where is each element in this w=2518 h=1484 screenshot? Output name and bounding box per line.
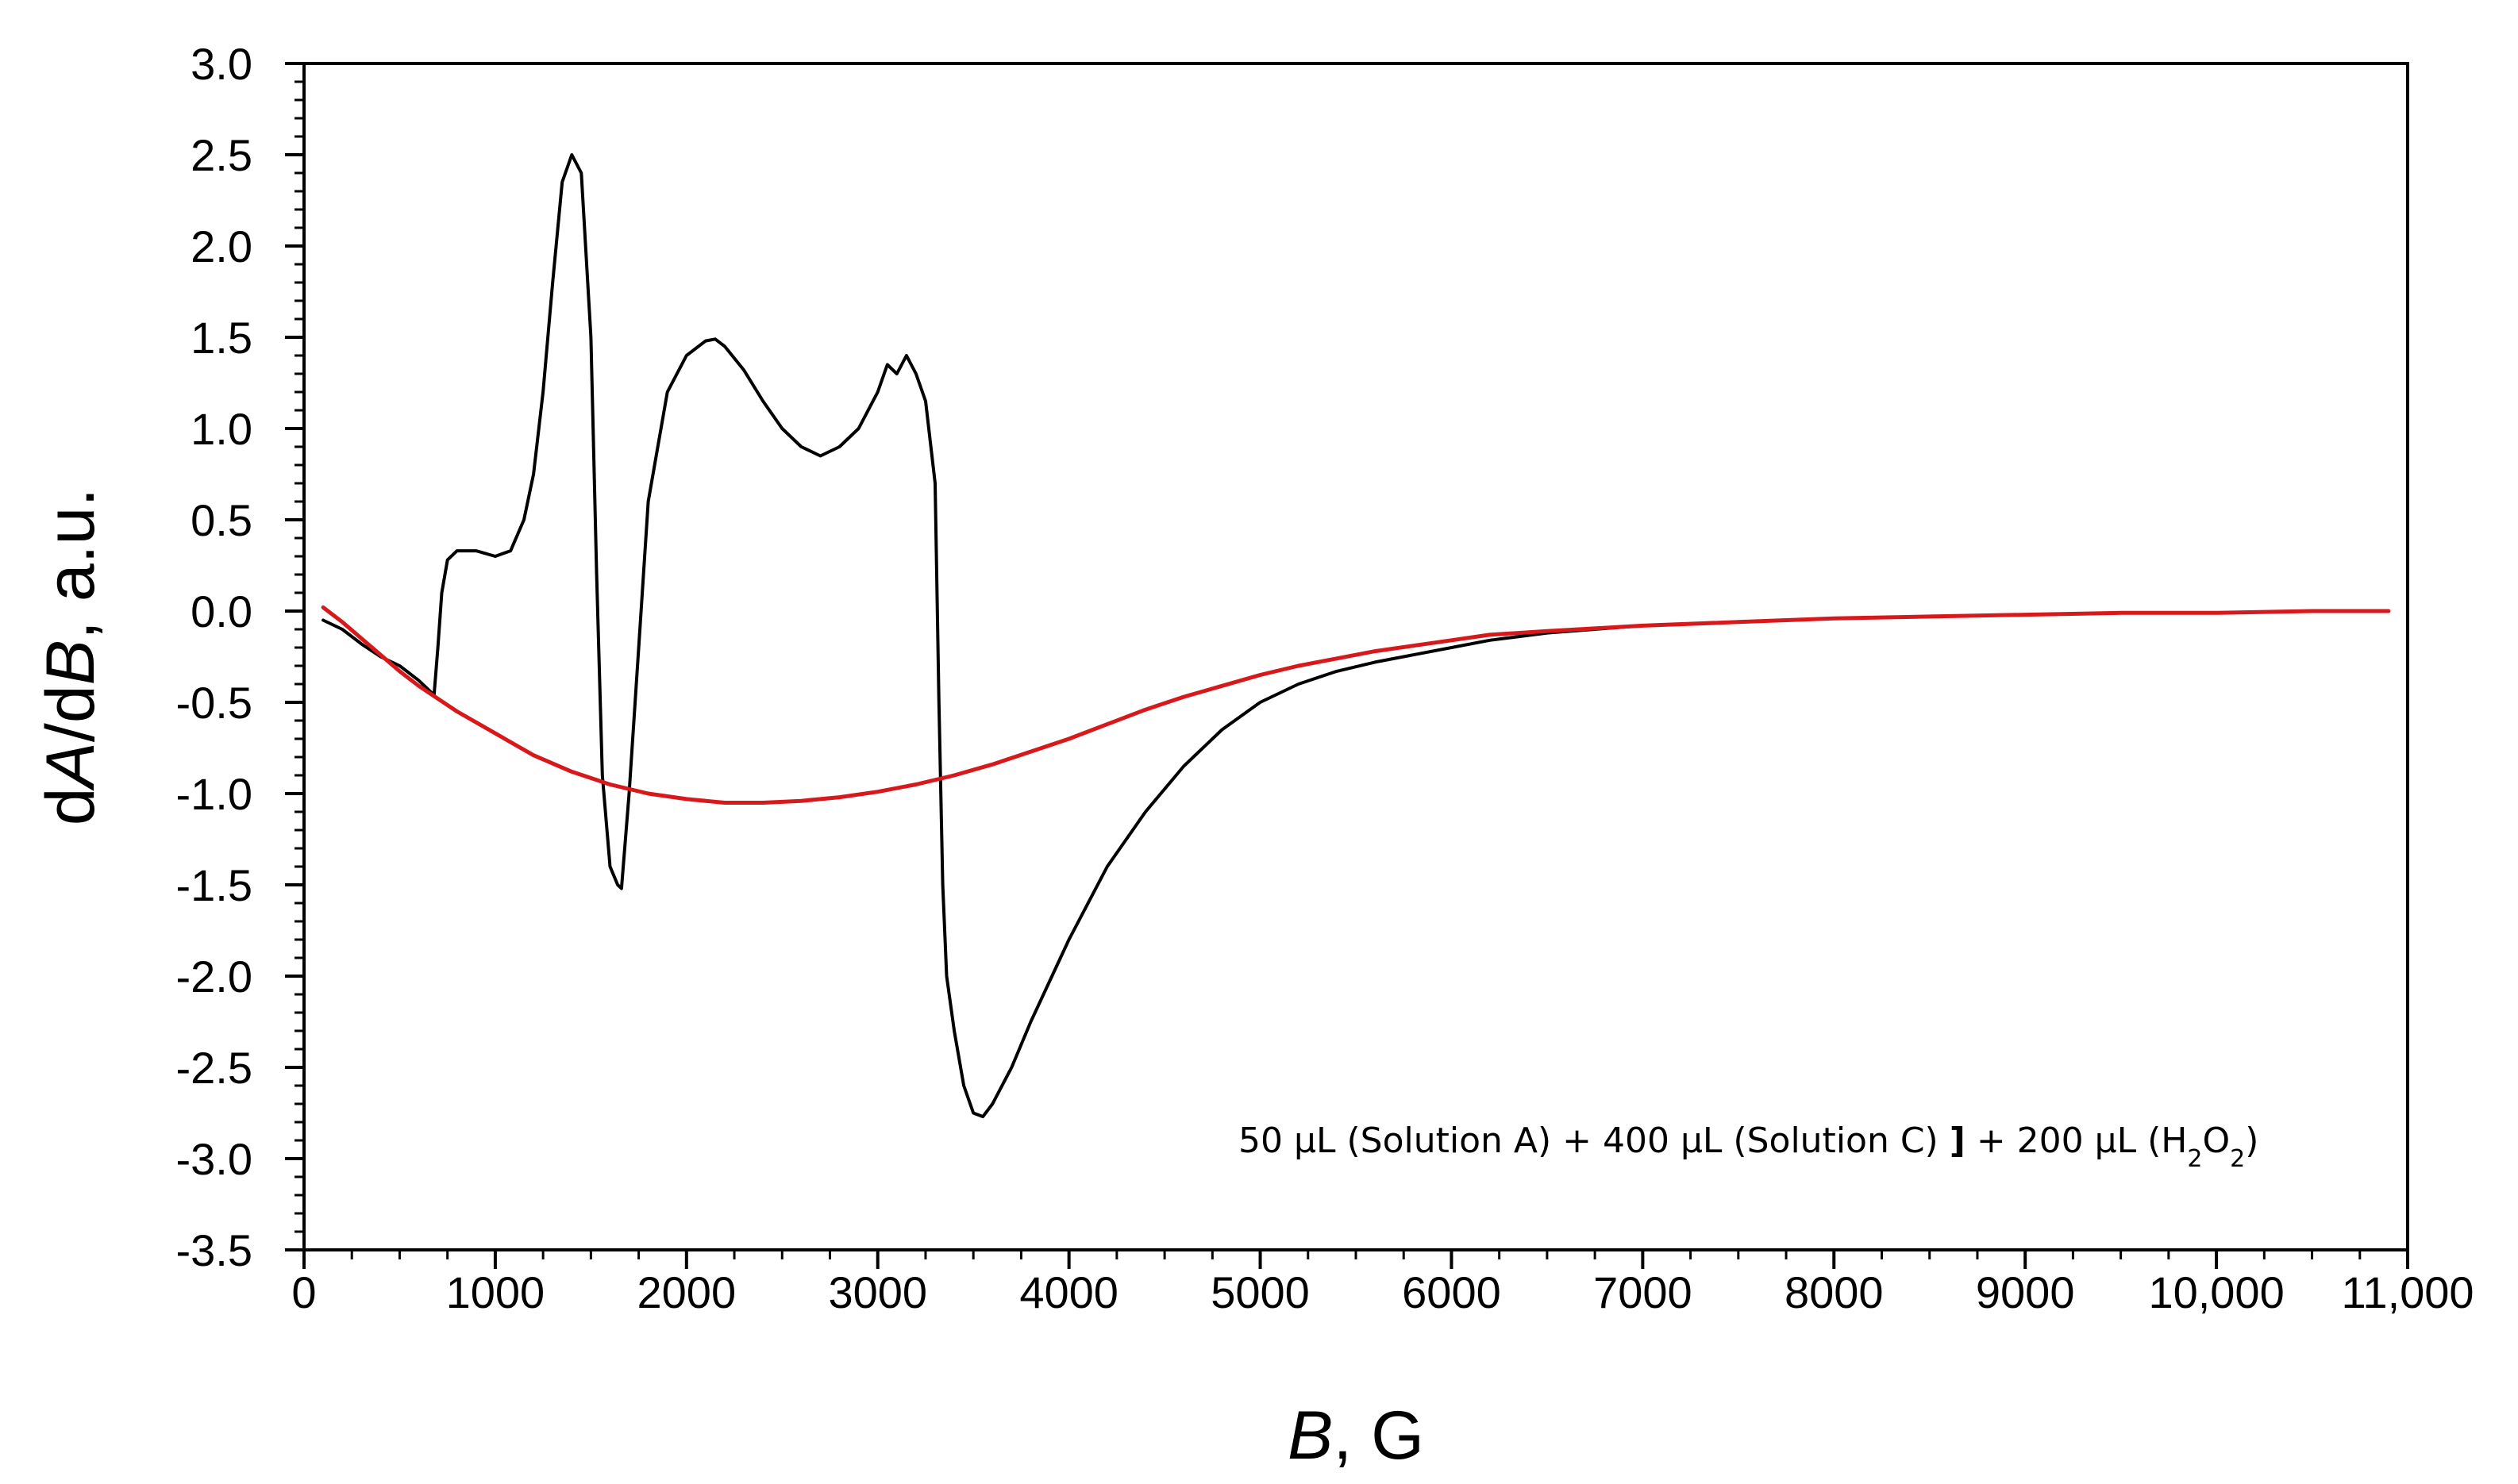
x-tick-label: 10,000	[2148, 1267, 2284, 1317]
x-axis-title-symbol: B	[1288, 1397, 1333, 1474]
x-tick-label: 8000	[1785, 1267, 1884, 1317]
series-line-experimental	[321, 153, 2390, 1119]
x-axis-title-unit: , G	[1333, 1397, 1424, 1474]
annotation-text: 50 μL (Solution A) + 400 μL (Solution C)	[1238, 1121, 1950, 1161]
annotation-text: + 200 μL (H	[1966, 1121, 2188, 1161]
y-tick-label: -1.5	[176, 860, 253, 910]
y-tick-label: 2.0	[191, 221, 252, 271]
x-tick-label: 1000	[446, 1267, 545, 1317]
plot-area-frame	[302, 62, 2409, 1251]
x-tick-label: 2000	[637, 1267, 737, 1317]
y-tick-labels: 3.0 2.5 2.0 1.5 1.0 0.5 0.0 -0.5 -1.0 -1.5 -2.0 -2.…	[176, 39, 253, 1275]
y-axis-title-part: A	[33, 742, 109, 791]
y-tick-label: 2.5	[191, 130, 252, 180]
x-tick-label: 3000	[828, 1267, 927, 1317]
x-tick-label: 6000	[1402, 1267, 1501, 1317]
y-axis-title-part: B	[33, 640, 109, 685]
major-ticks	[285, 62, 2409, 1269]
y-tick-label: -3.0	[176, 1134, 253, 1184]
annotation-subscript: 2	[2187, 1145, 2202, 1173]
y-axis-title: dA/dB, a.u.	[33, 488, 109, 826]
y-tick-label: 3.0	[191, 39, 252, 89]
x-tick-label: 11,000	[2341, 1267, 2474, 1317]
y-tick-label: 1.5	[191, 313, 252, 363]
x-tick-label: 7000	[1593, 1267, 1692, 1317]
y-tick-label: 0.5	[191, 495, 252, 545]
y-tick-label: -2.0	[176, 952, 253, 1002]
x-tick-label: 9000	[1976, 1267, 2075, 1317]
y-axis-title-part: /d	[33, 685, 109, 742]
y-tick-label: -0.5	[176, 678, 253, 728]
y-axis-title-part: , a.u.	[33, 488, 109, 640]
annotation-text: )	[2245, 1121, 2258, 1161]
x-tick-label: 5000	[1211, 1267, 1310, 1317]
annotation-bracket: ]	[1950, 1121, 1966, 1161]
x-tick-label: 0	[291, 1267, 316, 1317]
sample-annotation: 50 μL (Solution A) + 400 μL (Solution C)…	[1238, 1121, 2258, 1173]
y-axis-title-part: d	[33, 787, 109, 825]
y-tick-label: 0.0	[191, 586, 252, 636]
annotation-subscript: 2	[2230, 1145, 2245, 1173]
annotation-text: O	[2202, 1121, 2230, 1161]
x-axis-title: B, G	[1288, 1397, 1424, 1474]
y-tick-label: -1.0	[176, 769, 253, 819]
series-line-fit	[321, 605, 2391, 805]
y-tick-label: 1.0	[191, 404, 252, 454]
x-tick-labels: 0 1000 2000 3000 4000 5000 6000 7000 8000 9000 10,…	[291, 1267, 2474, 1317]
x-tick-label: 4000	[1019, 1267, 1118, 1317]
series-layer	[321, 153, 2391, 1119]
y-tick-label: -2.5	[176, 1043, 253, 1093]
y-tick-label: -3.5	[176, 1225, 253, 1275]
